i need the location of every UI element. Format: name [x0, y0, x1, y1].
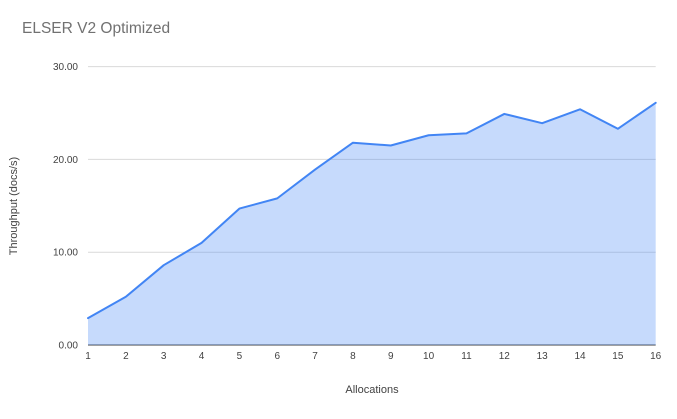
- x-tick-label: 10: [423, 351, 435, 362]
- y-tick-label: 0.00: [59, 341, 79, 352]
- area-fill: [88, 102, 656, 346]
- chart-title: ELSER V2 Optimized: [22, 20, 171, 37]
- series-line: [87, 101, 657, 320]
- y-tick-label: 30.00: [53, 62, 78, 73]
- y-tick-label: 10.00: [53, 248, 78, 259]
- x-tick-label: 8: [350, 351, 356, 362]
- x-tick-label: 1: [85, 351, 91, 362]
- x-tick-label: 9: [388, 351, 394, 362]
- x-tick-label: 7: [312, 351, 318, 362]
- x-tick-label: 5: [237, 351, 243, 362]
- x-tick-label: 12: [499, 351, 511, 362]
- x-tick-label: 2: [123, 351, 129, 362]
- x-tick-label: 15: [612, 351, 624, 362]
- x-tick-label: 6: [274, 351, 280, 362]
- x-tick-label: 11: [461, 351, 472, 362]
- y-tick-label: 20.00: [53, 155, 78, 166]
- x-tick-label: 16: [650, 351, 662, 362]
- x-tick-label: 3: [161, 351, 167, 362]
- x-axis-title: Allocations: [345, 384, 399, 396]
- x-tick-label: 4: [199, 351, 205, 362]
- x-tick-label: 14: [574, 351, 586, 362]
- x-tick-label: 13: [537, 351, 549, 362]
